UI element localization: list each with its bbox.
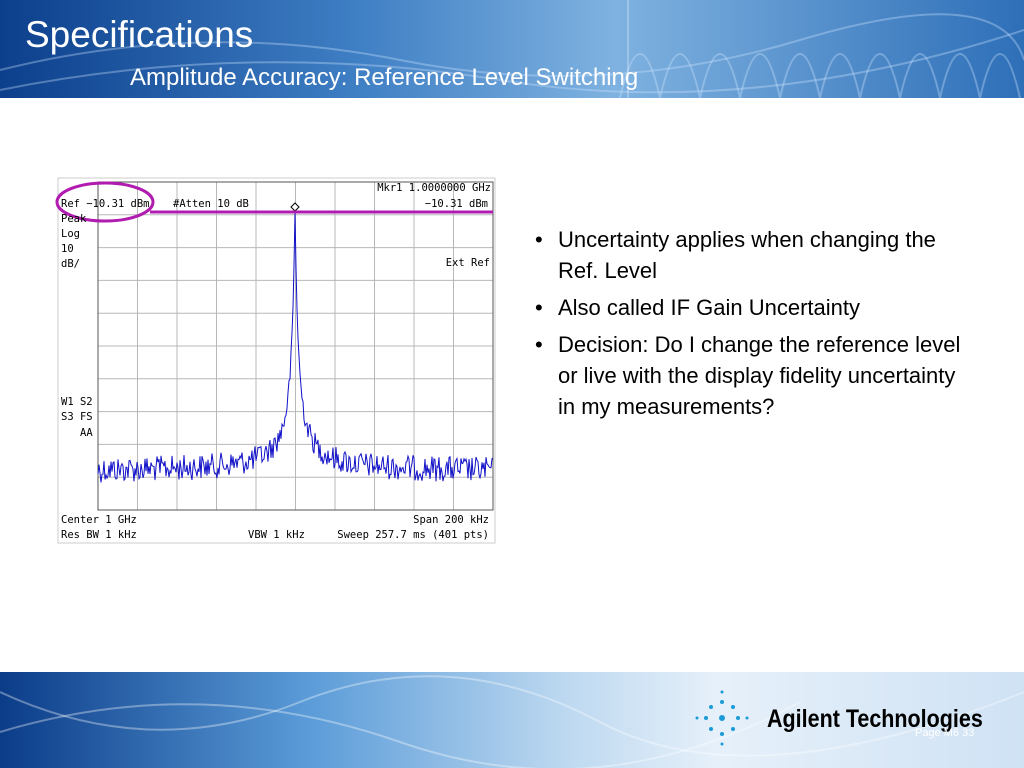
footer-decoration	[0, 675, 1024, 768]
marker-level: −10.31 dBm	[425, 198, 488, 210]
screen-frame	[57, 177, 496, 544]
analyzer-screen: Mkr1 1.0000000 GHz Ref −10.31 dBm #Atten…	[55, 177, 496, 544]
trace-label: W1 S2	[61, 396, 93, 408]
marker-readout: Mkr1 1.0000000 GHz	[377, 182, 491, 194]
ext-ref: Ext Ref	[446, 257, 490, 269]
trace-label: S3 FS	[61, 411, 93, 423]
atten: #Atten 10 dB	[173, 198, 249, 210]
company-logo: Agilent Technologies	[767, 705, 983, 733]
bullet: Also called IF Gain Uncertainty	[535, 292, 975, 323]
graticule	[98, 182, 493, 510]
bullet-list: Uncertainty applies when changing the Re…	[535, 224, 975, 428]
logo-spark	[695, 690, 749, 746]
slide-subtitle: Amplitude Accuracy: Reference Level Swit…	[130, 64, 639, 91]
trace-label: AA	[80, 427, 93, 439]
bullet: Decision: Do I change the reference leve…	[535, 329, 975, 422]
scale-label: Log	[61, 228, 80, 240]
slide-title: Specifications	[25, 14, 254, 55]
bullet: Uncertainty applies when changing the Re…	[535, 224, 975, 286]
scale-label: 10	[61, 243, 74, 255]
vbw: VBW 1 kHz	[248, 529, 305, 541]
footer-band	[0, 672, 1024, 768]
header-band: Specifications Amplitude Accuracy: Refer…	[0, 0, 1024, 98]
ref-level: Ref −10.31 dBm	[61, 198, 150, 210]
page-number: Page M6 33	[915, 727, 975, 739]
detector-label: Peak	[61, 213, 87, 225]
center-freq: Center 1 GHz	[61, 514, 137, 526]
span: Span 200 kHz	[413, 514, 489, 526]
graticule-border	[97, 181, 494, 511]
header-decoration	[0, 0, 1024, 98]
sweep: Sweep 257.7 ms (401 pts)	[337, 529, 489, 541]
highlight-ellipse	[55, 181, 155, 223]
res-bw: Res BW 1 kHz	[61, 529, 137, 541]
scale-label: dB/	[61, 258, 80, 270]
spectrum-trace	[97, 211, 494, 483]
